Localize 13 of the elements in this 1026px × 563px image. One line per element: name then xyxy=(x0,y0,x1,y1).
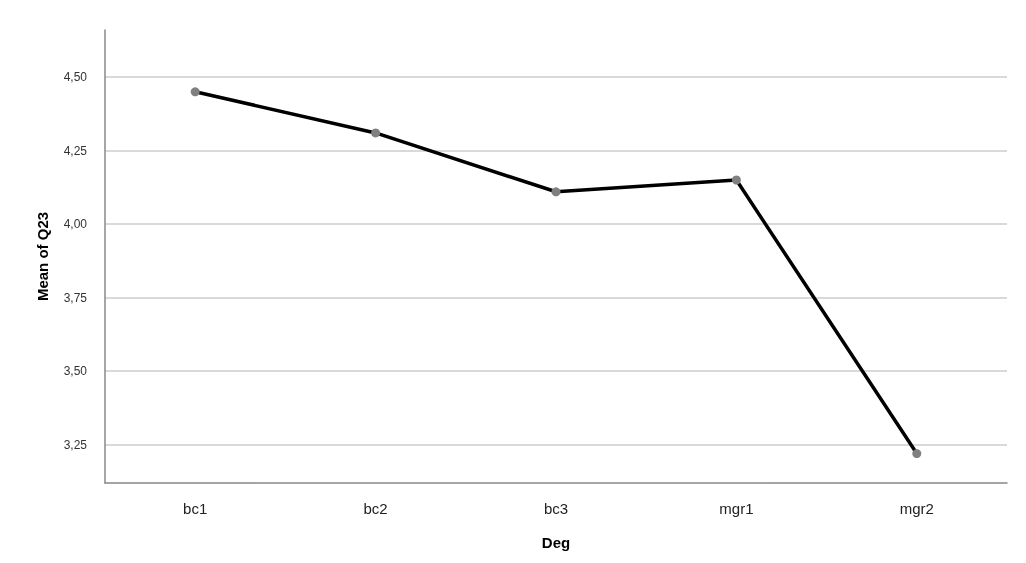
y-tick-label: 3,75 xyxy=(63,290,88,305)
y-tick-label: 4,50 xyxy=(63,70,88,85)
x-tick-label: bc2 xyxy=(363,500,388,517)
x-tick-label: bc3 xyxy=(543,500,569,517)
y-axis-title: Mean of Q23 xyxy=(34,211,51,302)
x-tick-label: mgr1 xyxy=(719,500,754,517)
x-axis-title: Deg xyxy=(541,534,571,551)
y-tick-label: 4,00 xyxy=(63,217,88,232)
y-tick-label: 4,25 xyxy=(63,143,88,158)
x-tick-label: bc1 xyxy=(183,500,208,517)
x-tick-label: mgr2 xyxy=(899,500,934,517)
y-tick-label: 3,50 xyxy=(63,364,88,379)
y-tick-label: 3,25 xyxy=(63,437,88,452)
